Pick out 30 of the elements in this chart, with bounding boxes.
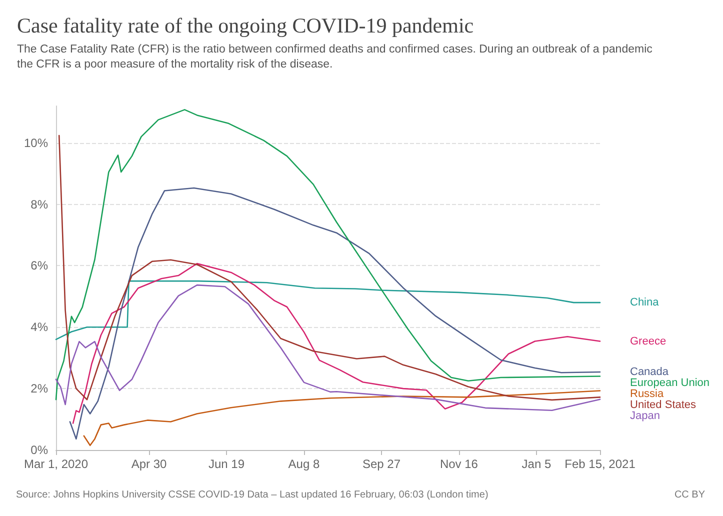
y-tick-label: 2% [30,382,48,396]
line-series [55,284,601,412]
text: Canada [630,366,670,378]
x-tick-label: Jan 5 [522,457,552,471]
text: Japan [630,410,660,422]
x-tick-label: Apr 30 [131,457,167,471]
text: China [630,296,660,309]
x-tick-label: Nov 16 [440,457,478,471]
line-series [83,390,601,446]
line-series [55,280,601,340]
y-tick-label: 10% [24,136,48,150]
x-tick-label: Jun 19 [208,457,245,471]
text: United States [630,398,697,411]
text: Greece [630,335,666,348]
x-tick-label: Sep 27 [362,457,401,471]
x-tick-label: Feb 15, 2021 [564,457,636,471]
x-tick-label: Aug 8 [288,457,320,471]
text: CC BY [674,490,706,500]
x-tick-label: Mar 1, 2020 [24,457,88,471]
y-tick-label: 6% [30,258,48,273]
y-tick-label: 0% [30,443,48,457]
text: European Union [630,376,710,389]
line-series [69,187,601,440]
chart-subtitle: The Case Fatality Rate (CFR) is the ratio between confirmed deaths and confirmed cases. During an outbreak of a pandemic the CFR is a poor measure of the mortality risk of the disease. [17,44,656,70]
line-series [72,262,601,424]
text: Russia [630,388,665,400]
chart-title: Case fatality rate of the ongoing COVID-19 pandemic [17,14,474,38]
source-note: Source: Johns Hopkins University CSSE COVID-19 Data – Last updated 16 February, 06:03 (London time) [16,490,488,500]
y-tick-label: 4% [30,320,48,334]
y-tick-label: 8% [30,197,48,212]
